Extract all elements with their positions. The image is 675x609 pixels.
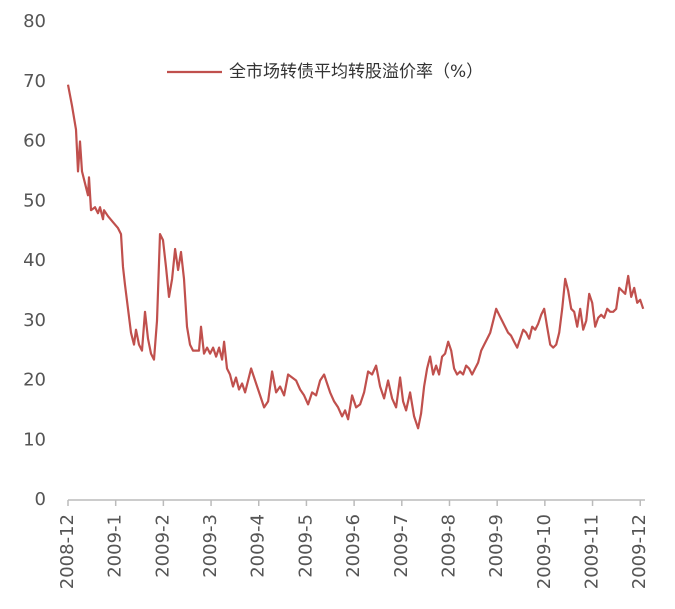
y-tick-label: 30 <box>23 310 46 331</box>
y-tick-label: 60 <box>23 131 46 152</box>
x-tick-label: 2009-9 <box>486 514 507 578</box>
x-tick-label: 2009-1 <box>105 514 126 578</box>
y-tick-label: 20 <box>23 370 46 391</box>
line-series <box>66 84 645 430</box>
x-tick-label: 2009-6 <box>343 514 364 578</box>
x-tick-label: 2009-10 <box>534 514 555 589</box>
y-tick-label: 80 <box>23 11 46 32</box>
y-tick-label: 0 <box>35 489 46 510</box>
y-tick-label: 70 <box>23 71 46 92</box>
x-tick-label: 2009-7 <box>391 514 412 578</box>
x-tick-label: 2009-12 <box>629 514 650 589</box>
x-tick-label: 2009-2 <box>152 514 173 578</box>
y-tick-label: 40 <box>23 250 46 271</box>
y-tick-label: 10 <box>23 429 46 450</box>
legend-label: 全市场转债平均转股溢价率（%） <box>229 62 483 82</box>
x-tick-label: 2008-12 <box>57 514 78 589</box>
x-tick-label: 2009-8 <box>438 514 459 578</box>
x-tick-label: 2009-4 <box>248 514 269 578</box>
x-tick-label: 2009-3 <box>200 514 221 578</box>
x-tick-label: 2009-5 <box>295 514 316 578</box>
y-tick-label: 50 <box>23 190 46 211</box>
x-tick-label: 2009-11 <box>582 514 603 589</box>
